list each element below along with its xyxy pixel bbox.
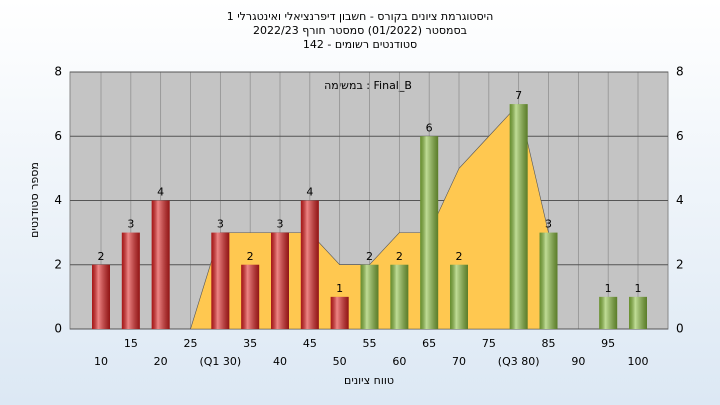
bar-shade (539, 232, 558, 329)
value-label: 6 (426, 121, 433, 134)
x-tick-label: 85 (542, 337, 556, 350)
x-tick-label: 100 (628, 355, 649, 368)
value-label: 2 (456, 250, 463, 263)
value-label: 3 (545, 218, 552, 231)
title-line: היסטוגרמת ציונים בקורס - חשבון דיפרנציאל… (227, 10, 494, 23)
annotation: במשימה : Final_B (324, 79, 412, 92)
bar-shade (271, 232, 289, 329)
value-label: 4 (306, 186, 313, 199)
y-tick-label: 2 (54, 257, 62, 271)
title-line: סטודנטים רשומים - 142 (303, 38, 417, 51)
y-tick-label: 6 (54, 129, 62, 143)
value-label: 4 (157, 186, 164, 199)
x-tick-label: 90 (571, 355, 585, 368)
x-tick-label: (Q3 80) (498, 355, 540, 368)
bar-shade (241, 264, 260, 329)
y-tick-label-right: 6 (676, 129, 684, 143)
value-label: 3 (127, 218, 134, 231)
x-axis-label: טווח ציונים (344, 374, 394, 387)
y-axis-label: מספר סטודנטים (28, 162, 41, 238)
x-tick-label: 10 (94, 355, 108, 368)
bar-shade (390, 264, 409, 329)
y-tick-label: 0 (54, 322, 62, 336)
y-tick-label-right: 8 (676, 65, 684, 79)
value-label: 7 (515, 89, 522, 102)
x-tick-label: 45 (303, 337, 317, 350)
x-tick-label: 50 (333, 355, 347, 368)
bar-shade (121, 232, 140, 329)
x-tick-label: 25 (184, 337, 198, 350)
bar-shade (151, 200, 170, 329)
y-tick-label-right: 4 (676, 193, 684, 207)
value-label: 2 (247, 250, 254, 263)
x-tick-label: 20 (154, 355, 168, 368)
bar-shade (509, 104, 528, 329)
bar-shade (629, 296, 647, 329)
y-tick-label-right: 2 (676, 257, 684, 271)
bar-shade (420, 136, 439, 329)
bar-shade (330, 296, 349, 329)
value-label: 2 (366, 250, 373, 263)
y-tick-label: 8 (54, 65, 62, 79)
x-tick-label: 70 (452, 355, 466, 368)
x-tick-label: 40 (273, 355, 287, 368)
y-tick-label-right: 0 (676, 322, 684, 336)
bar-shade (450, 264, 468, 329)
y-tick-label: 4 (54, 193, 62, 207)
bar-shade (599, 296, 618, 329)
x-tick-label: (Q1 30) (199, 355, 241, 368)
x-tick-label: 95 (601, 337, 615, 350)
x-tick-label: 75 (482, 337, 496, 350)
x-tick-label: 35 (243, 337, 257, 350)
x-tick-label: 65 (422, 337, 436, 350)
bar-shade (211, 232, 230, 329)
value-label: 3 (277, 218, 284, 231)
value-label: 1 (605, 282, 612, 295)
bar-shade (360, 264, 379, 329)
value-label: 1 (635, 282, 642, 295)
bar-shade (92, 264, 110, 329)
x-tick-label: 55 (363, 337, 377, 350)
bar-shade (300, 200, 319, 329)
title-line: בסמסטר (01/2022) סמסטר חורף 2022/23 (253, 24, 467, 37)
x-tick-label: 60 (392, 355, 406, 368)
value-label: 2 (98, 250, 105, 263)
value-label: 2 (396, 250, 403, 263)
x-tick-label: 15 (124, 337, 138, 350)
value-label: 3 (217, 218, 224, 231)
value-label: 1 (336, 282, 343, 295)
